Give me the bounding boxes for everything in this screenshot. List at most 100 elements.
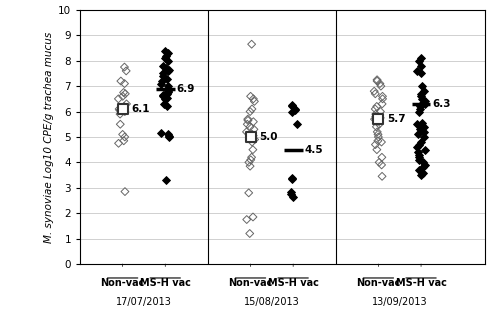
Text: 5.7: 5.7 (387, 114, 406, 124)
Point (120, 81, 128, 86)
Point (373, 79, 381, 84)
Point (378, 96, 386, 102)
Point (246, 109, 254, 114)
Point (164, 134, 172, 140)
Point (288, 109, 296, 114)
Point (375, 160, 383, 165)
Point (246, 164, 254, 169)
Point (374, 129, 382, 135)
Point (158, 79, 166, 84)
Point (378, 162, 386, 168)
Point (289, 194, 297, 199)
Point (116, 122, 124, 127)
Point (163, 104, 171, 109)
Text: Non-vac: Non-vac (228, 278, 272, 288)
Text: 13/09/2013: 13/09/2013 (372, 297, 428, 307)
Point (420, 129, 428, 135)
Text: 5.0: 5.0 (259, 132, 278, 142)
Point (116, 112, 124, 117)
Text: 6.1: 6.1 (131, 104, 150, 114)
Point (288, 176, 296, 182)
Point (116, 108, 124, 113)
Point (114, 96, 122, 102)
Point (378, 174, 386, 179)
Point (418, 83, 426, 89)
Point (418, 55, 426, 61)
Point (374, 134, 382, 140)
Point (375, 122, 383, 127)
Point (418, 139, 426, 145)
Point (158, 81, 166, 86)
Point (372, 91, 380, 96)
Point (373, 104, 381, 109)
Point (248, 139, 256, 145)
Point (378, 139, 386, 145)
Point (374, 132, 382, 137)
Point (420, 162, 428, 168)
Point (164, 90, 172, 95)
Point (415, 142, 423, 147)
Point (158, 94, 166, 99)
Point (165, 67, 173, 72)
Point (246, 134, 254, 140)
Point (120, 64, 128, 70)
Point (244, 118, 252, 123)
Point (420, 134, 428, 140)
Point (164, 88, 172, 94)
Point (287, 189, 295, 194)
Point (413, 122, 421, 127)
Point (378, 94, 386, 99)
Point (164, 58, 172, 63)
Point (418, 165, 426, 170)
Point (248, 106, 256, 112)
Text: 4.5: 4.5 (304, 145, 323, 155)
Point (162, 53, 170, 58)
Point (418, 96, 426, 102)
Point (288, 104, 296, 109)
Point (418, 120, 426, 126)
Point (416, 109, 424, 114)
Point (376, 109, 384, 114)
Point (164, 76, 172, 81)
Point (416, 155, 424, 160)
Point (372, 124, 380, 129)
Text: 6.9: 6.9 (176, 84, 194, 94)
Point (416, 104, 424, 109)
Point (161, 48, 169, 53)
Point (121, 189, 129, 194)
Text: MS-H vac: MS-H vac (140, 278, 190, 288)
Point (114, 141, 122, 146)
Point (159, 73, 167, 79)
Point (288, 103, 296, 108)
Point (250, 137, 258, 142)
Point (419, 170, 427, 175)
Point (122, 91, 130, 96)
Point (245, 160, 253, 165)
Point (414, 157, 422, 162)
Point (416, 91, 424, 96)
Text: 6.3: 6.3 (432, 99, 450, 109)
Point (373, 77, 381, 82)
Point (373, 147, 381, 152)
Point (371, 106, 379, 112)
Point (244, 122, 252, 127)
Point (372, 142, 380, 147)
Point (162, 178, 170, 183)
Point (294, 122, 302, 127)
Point (121, 134, 129, 140)
Point (414, 145, 422, 150)
Point (246, 124, 254, 129)
Point (164, 83, 172, 89)
Point (292, 106, 300, 112)
Point (378, 101, 386, 107)
Point (158, 63, 166, 68)
Point (121, 109, 129, 114)
Point (417, 173, 425, 178)
Point (373, 119, 381, 124)
Point (418, 71, 426, 76)
Point (120, 138, 128, 144)
Point (249, 133, 257, 138)
Point (248, 132, 256, 137)
Point (250, 119, 258, 124)
Point (248, 42, 256, 47)
